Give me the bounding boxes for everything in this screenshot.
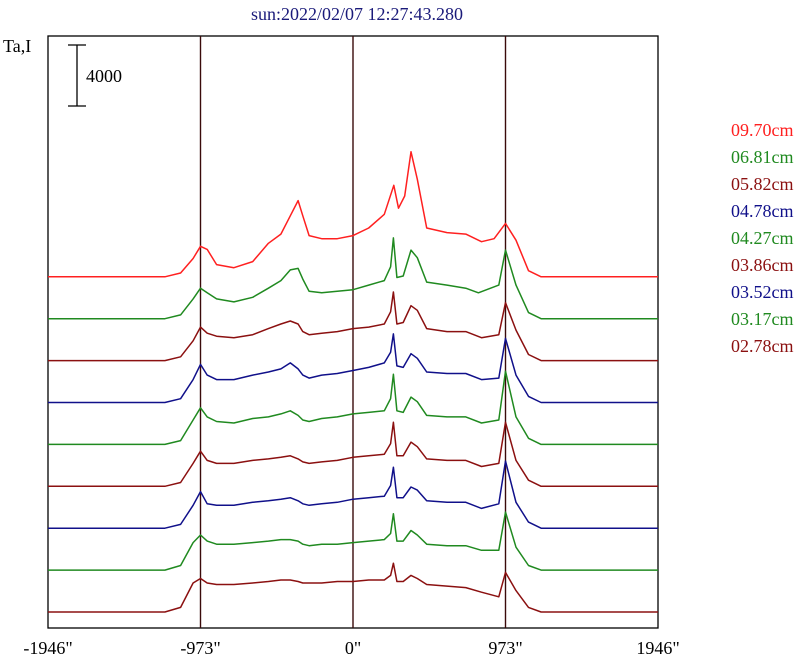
x-tick-label: -973" xyxy=(180,638,220,658)
reference-lines xyxy=(199,36,507,628)
legend-item: 04.78cm xyxy=(731,201,794,221)
scale-bar-label: 4000 xyxy=(86,66,122,86)
series-line xyxy=(48,151,658,278)
series-line xyxy=(48,511,658,571)
series-line xyxy=(48,370,658,446)
legend-item: 03.86cm xyxy=(731,255,794,275)
legend-item: 06.81cm xyxy=(731,147,794,167)
x-tick-label: -1946" xyxy=(23,638,72,658)
series-line xyxy=(48,460,658,529)
legend-item: 03.52cm xyxy=(731,282,794,302)
legend-item: 02.78cm xyxy=(731,336,794,356)
series-line xyxy=(48,562,658,613)
legend-item: 05.82cm xyxy=(731,174,794,194)
series-line xyxy=(48,291,658,362)
x-tick-label: 973" xyxy=(488,638,522,658)
series-line xyxy=(48,333,658,404)
legend-item: 03.17cm xyxy=(731,309,794,329)
series-line xyxy=(48,421,658,488)
x-tick-label: 0" xyxy=(345,638,361,658)
scale-bar: 4000 xyxy=(68,44,122,107)
chart-title: sun:2022/02/07 12:27:43.280 xyxy=(251,4,463,24)
legend: 09.70cm 06.81cm 05.82cm 04.78cm 04.27cm 03.86… xyxy=(731,120,794,356)
legend-item: 09.70cm xyxy=(731,120,794,140)
legend-item: 04.27cm xyxy=(731,228,794,248)
x-tick-label: 1946" xyxy=(636,638,679,658)
y-axis-label: Ta,I xyxy=(3,36,31,56)
series-lines xyxy=(48,151,658,613)
x-tick-labels: -1946" -973" 0" 973" 1946" xyxy=(23,638,679,658)
series-line xyxy=(48,237,658,320)
